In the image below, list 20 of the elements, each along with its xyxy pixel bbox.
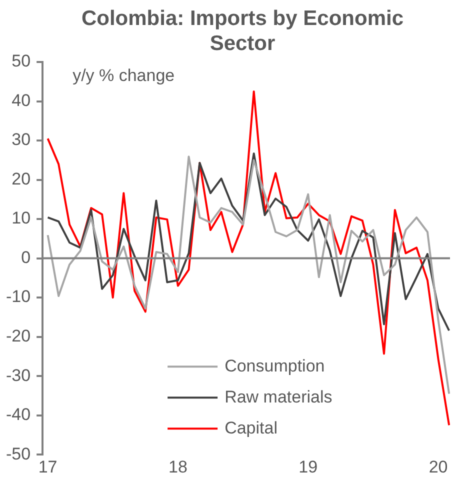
y-tick-label: 0: [21, 248, 31, 267]
x-tick-label: 19: [298, 457, 318, 476]
y-tick-label: 40: [12, 90, 31, 110]
y-tick-label: 10: [12, 208, 31, 228]
y-tick-label: 20: [12, 169, 31, 188]
legend-label: Consumption: [224, 356, 325, 376]
x-tick-label: 20: [428, 457, 448, 476]
x-tick-label: 17: [38, 457, 58, 476]
x-tick-label: 18: [168, 457, 188, 476]
y-tick-label: -50: [6, 444, 31, 464]
y-tick-label: -10: [6, 287, 31, 306]
y-tick-label: -20: [6, 326, 31, 346]
y-tick-label: -40: [6, 405, 31, 424]
annotation: y/y % change: [72, 66, 175, 86]
legend-label: Capital: [224, 418, 278, 438]
y-tick-label: -30: [6, 366, 31, 385]
legend-label: Raw materials: [224, 387, 332, 406]
chart-title: Colombia: Imports by Economic Sector: [80, 6, 405, 56]
y-tick-label: 30: [12, 130, 31, 150]
y-tick-label: 50: [12, 52, 31, 71]
